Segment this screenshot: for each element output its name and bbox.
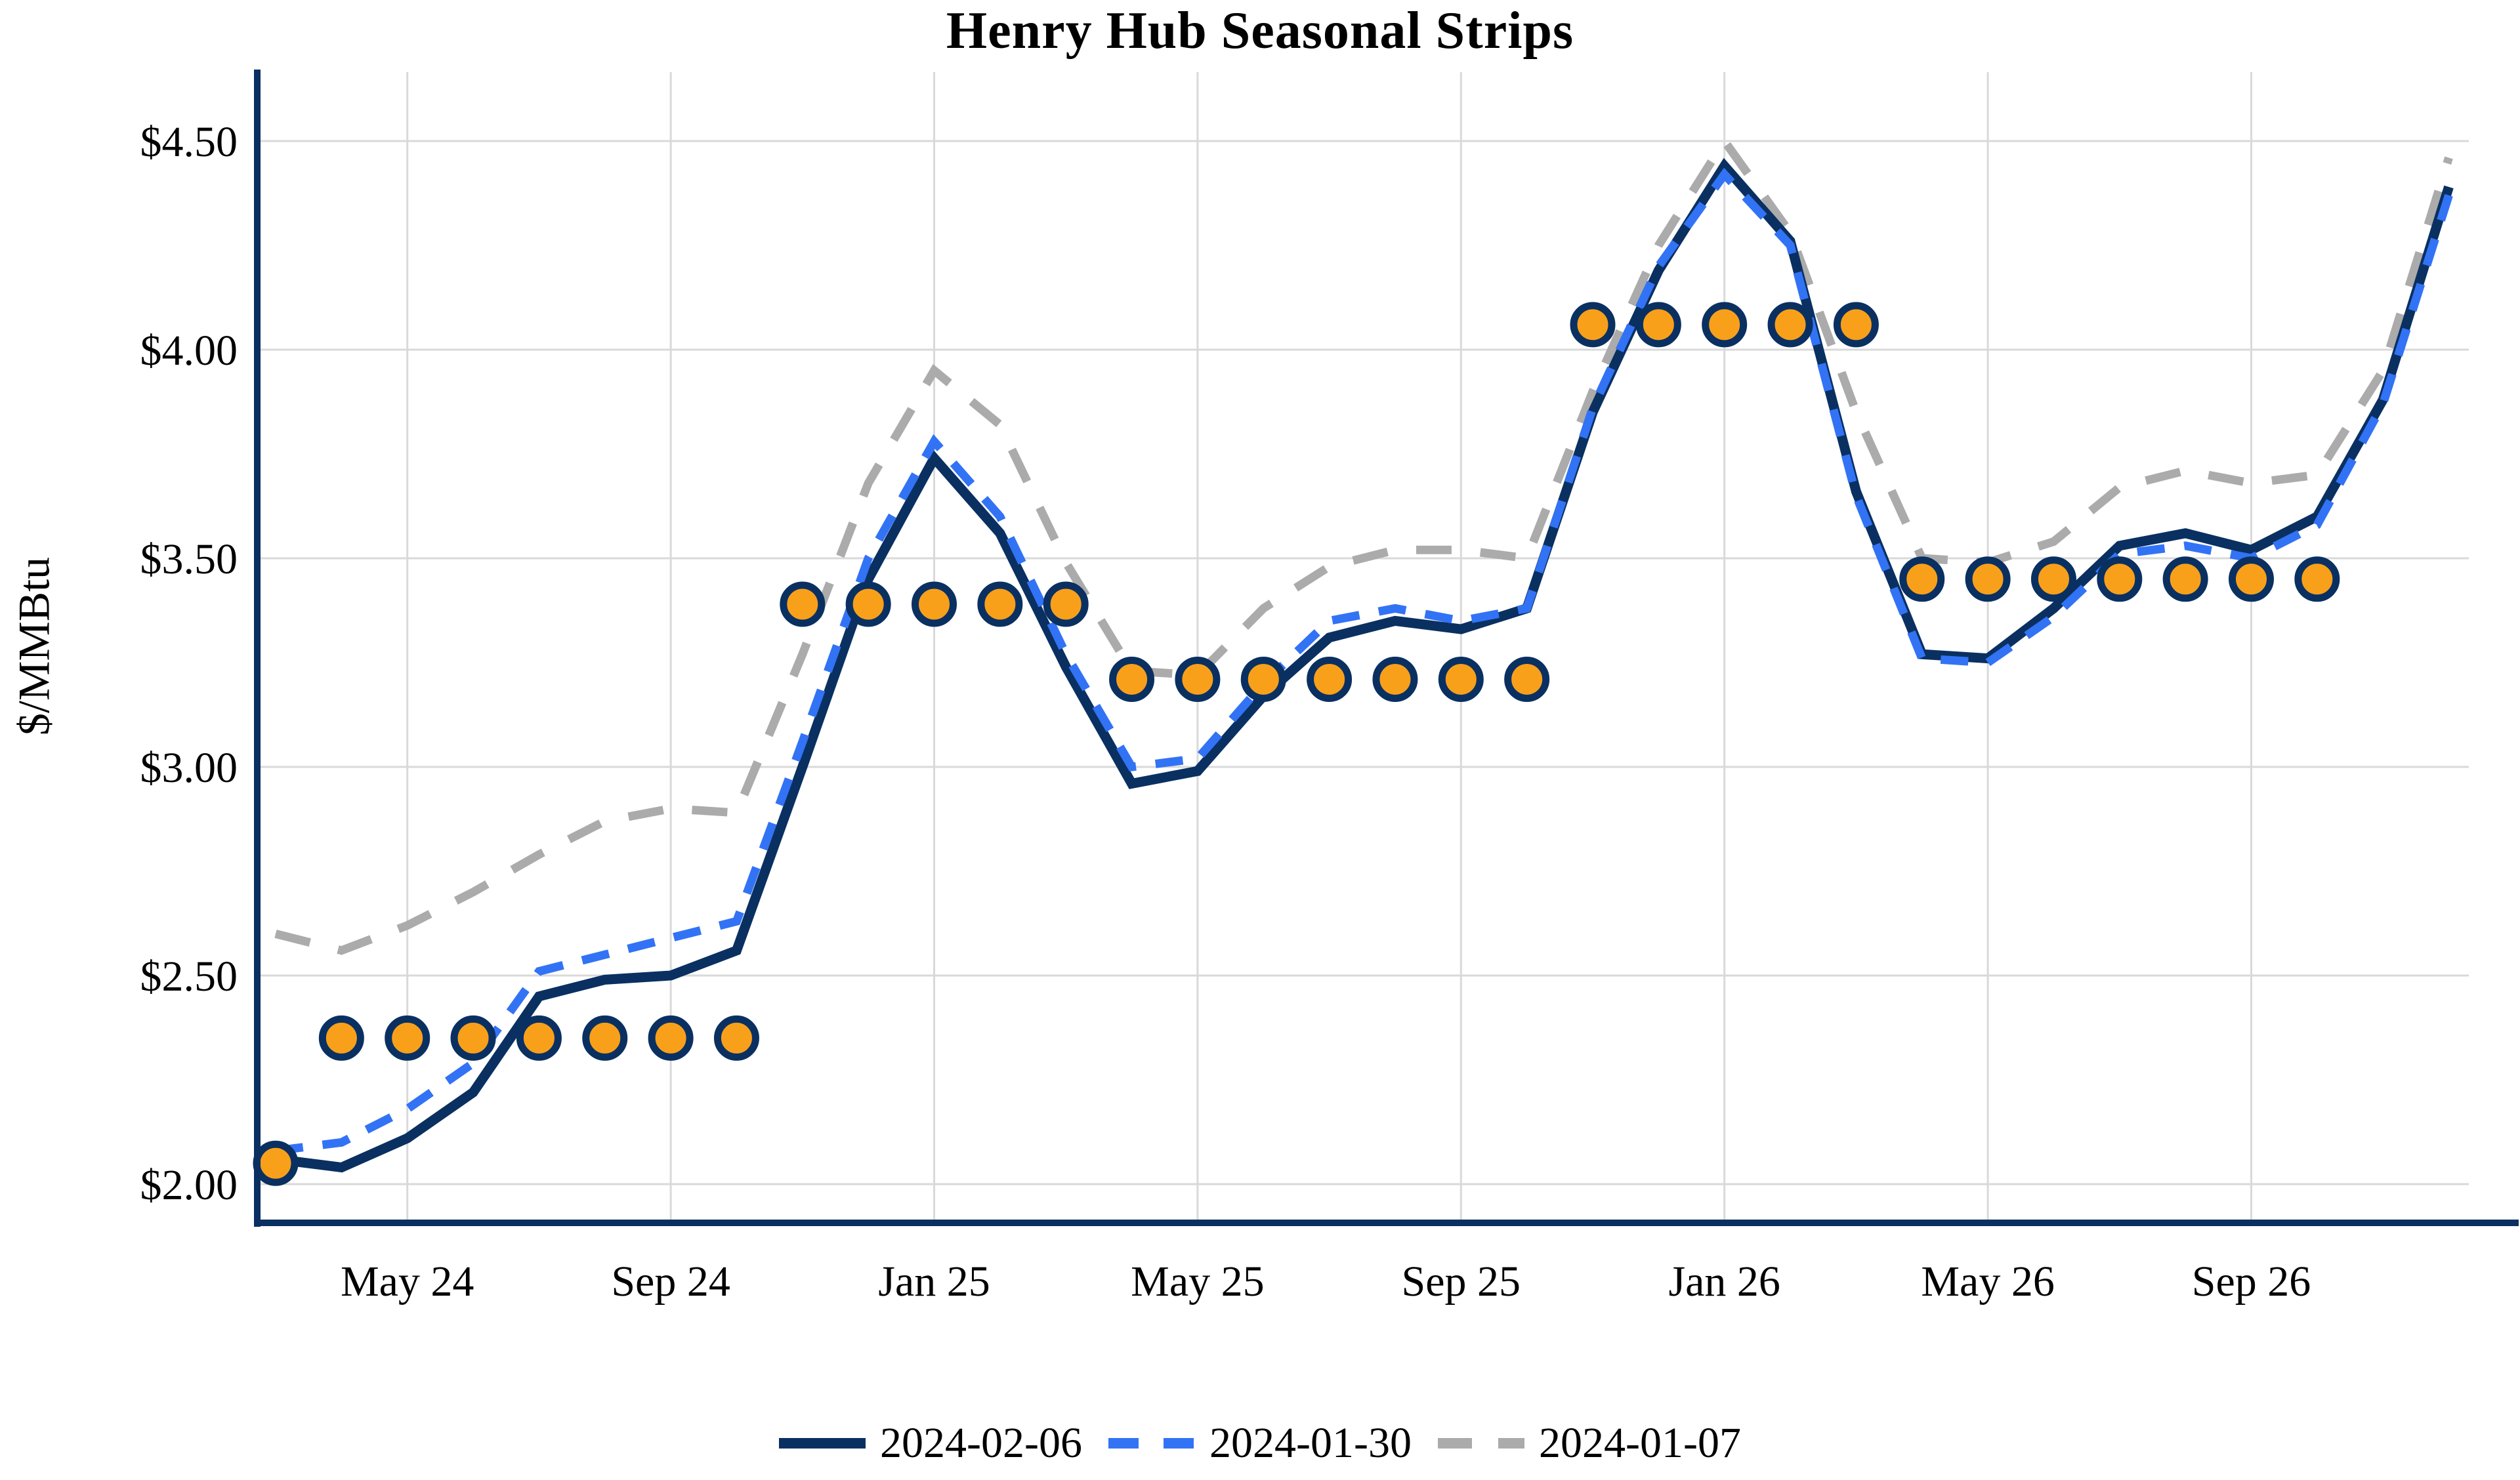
x-tick-label: Sep 26 xyxy=(2192,1258,2311,1305)
strip-marker xyxy=(977,581,1023,627)
y-tick-label: $2.50 xyxy=(140,953,238,1000)
x-tick-label: Jan 25 xyxy=(878,1258,990,1305)
legend-label: 2024-01-30 xyxy=(1209,1419,1412,1467)
strip-marker xyxy=(450,1015,496,1061)
series-line-2024-02-06 xyxy=(275,157,2454,1173)
x-tick-label: May 26 xyxy=(1921,1258,2054,1305)
strip-marker xyxy=(1965,556,2011,602)
legend-item-2024-01-30: 2024-01-30 xyxy=(1108,1418,1412,1468)
y-tick-label: $2.00 xyxy=(140,1161,238,1209)
strip-marker xyxy=(2030,556,2076,602)
strip-marker xyxy=(2162,556,2208,602)
legend-item-2024-01-07: 2024-01-07 xyxy=(1437,1418,1741,1468)
strip-marker xyxy=(1109,656,1155,702)
strip-marker xyxy=(1372,656,1418,702)
y-tick-label: $3.00 xyxy=(140,744,238,792)
x-tick-label: May 25 xyxy=(1131,1258,1264,1305)
strip-marker xyxy=(1240,656,1286,702)
chart-title: Henry Hub Seasonal Strips xyxy=(946,2,1574,60)
strip-marker xyxy=(1570,302,1616,348)
strip-marker xyxy=(516,1015,562,1061)
strip-marker xyxy=(1043,581,1089,627)
dashed-line-swatch-icon xyxy=(1108,1438,1196,1449)
strip-marker xyxy=(318,1015,364,1061)
x-tick-label: May 24 xyxy=(341,1258,474,1305)
y-tick-label: $4.00 xyxy=(140,327,238,375)
strip-marker xyxy=(1833,302,1879,348)
strip-marker xyxy=(912,581,957,627)
y-tick-label: $4.50 xyxy=(140,118,238,166)
series-line-2024-01-30 xyxy=(275,167,2453,1155)
legend-label: 2024-01-07 xyxy=(1538,1419,1741,1467)
strip-marker xyxy=(1175,656,1221,702)
strip-marker xyxy=(1702,302,1748,348)
solid-line-swatch-icon xyxy=(779,1438,866,1449)
dashed-line-swatch-icon xyxy=(1437,1438,1524,1449)
strip-marker xyxy=(648,1015,694,1061)
strip-marker xyxy=(253,1140,299,1186)
x-tick-label: Sep 24 xyxy=(611,1258,730,1305)
strip-marker xyxy=(845,581,891,627)
x-tick-label: Sep 25 xyxy=(1402,1258,1521,1305)
legend: 2024-02-06 2024-01-30 2024-01-07 xyxy=(0,1418,2520,1468)
legend-item-2024-02-06: 2024-02-06 xyxy=(779,1418,1082,1468)
strip-marker xyxy=(1635,302,1681,348)
strip-marker xyxy=(1307,656,1353,702)
strip-marker xyxy=(780,581,826,627)
legend-label: 2024-02-06 xyxy=(880,1419,1083,1467)
strip-marker xyxy=(2294,556,2340,602)
strip-marker xyxy=(1438,656,1484,702)
strip-marker xyxy=(1767,302,1813,348)
series-line-2024-01-07 xyxy=(274,133,2453,955)
strip-marker xyxy=(385,1015,430,1061)
strip-marker xyxy=(2229,556,2274,602)
strip-marker xyxy=(1899,556,1945,602)
x-tick-label: Jan 26 xyxy=(1668,1258,1780,1305)
strip-marker xyxy=(713,1015,759,1061)
strip-marker xyxy=(582,1015,628,1061)
strip-marker xyxy=(1504,656,1550,702)
y-tick-label: $3.50 xyxy=(140,535,238,583)
y-axis-label: $/MMBtu xyxy=(9,556,59,736)
strip-marker xyxy=(2097,556,2143,602)
